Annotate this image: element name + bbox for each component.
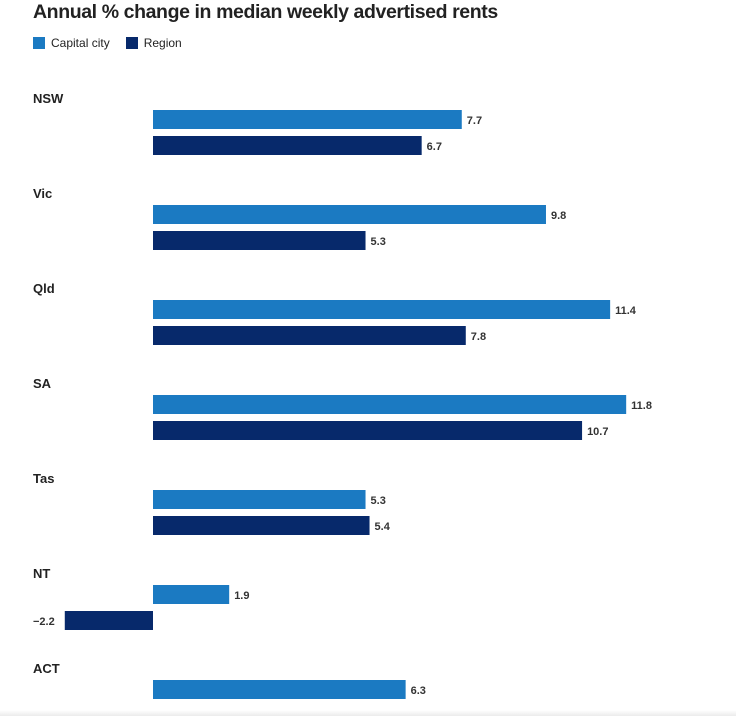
legend: Capital city Region	[33, 36, 198, 50]
value-label-nt-capital-city: 1.9	[234, 590, 249, 602]
bar-tas-capital-city	[153, 490, 366, 509]
bar-sa-capital-city	[153, 395, 627, 414]
category-label-nsw: NSW	[33, 91, 64, 106]
category-label-nt: NT	[33, 566, 50, 581]
bar-nsw-capital-city	[153, 110, 462, 129]
value-label-vic-region: 5.3	[371, 236, 386, 248]
bar-tas-region	[153, 516, 370, 535]
value-label-sa-region: 10.7	[587, 426, 608, 438]
legend-swatch-capital-city	[33, 37, 45, 49]
bar-nsw-region	[153, 136, 422, 155]
chart-title: Annual % change in median weekly adverti…	[33, 1, 498, 23]
value-label-qld-region: 7.8	[471, 331, 486, 343]
category-label-sa: SA	[33, 376, 52, 391]
value-label-qld-capital-city: 11.4	[615, 305, 637, 317]
bar-act-capital-city	[153, 680, 406, 699]
bar-nt-capital-city	[153, 585, 230, 604]
bar-vic-region	[153, 231, 366, 250]
legend-label-region: Region	[143, 36, 182, 50]
category-label-tas: Tas	[33, 471, 54, 486]
bar-qld-region	[153, 326, 466, 345]
value-label-vic-capital-city: 9.8	[551, 210, 566, 222]
bar-qld-capital-city	[153, 300, 611, 319]
bottom-edge-shadow	[0, 710, 736, 716]
bar-nt-region	[64, 611, 153, 630]
bar-sa-region	[153, 421, 583, 440]
category-label-qld: Qld	[33, 281, 55, 296]
category-label-vic: Vic	[33, 186, 52, 201]
value-label-nt-region: −2.2	[33, 616, 55, 628]
value-label-act-capital-city: 6.3	[411, 685, 426, 697]
value-label-nsw-region: 6.7	[427, 141, 442, 153]
legend-item-region: Region	[125, 36, 182, 50]
category-label-act: ACT	[33, 661, 60, 676]
value-label-tas-capital-city: 5.3	[371, 495, 386, 507]
value-label-sa-capital-city: 11.8	[631, 400, 652, 412]
legend-swatch-region	[125, 37, 138, 49]
legend-label-capital-city: Capital city	[51, 36, 110, 50]
value-label-nsw-capital-city: 7.7	[467, 115, 482, 127]
value-label-tas-region: 5.4	[375, 521, 391, 533]
bar-vic-capital-city	[153, 205, 546, 224]
legend-item-capital-city: Capital city	[33, 36, 110, 50]
